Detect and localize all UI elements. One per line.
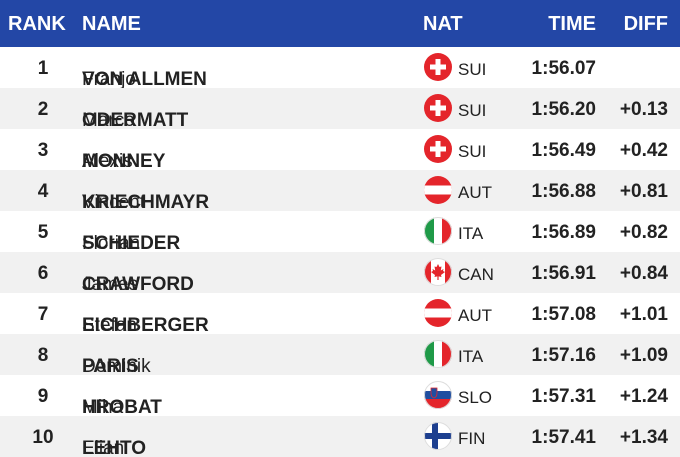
rank: 3 [37,140,49,161]
surname: PARIS [82,356,139,377]
flag [424,381,452,409]
header-cell: NAT [423,13,463,35]
rank: 8 [37,345,49,366]
given-name: Franjo [82,69,136,90]
surname: SCHIEDER [82,233,181,254]
flag [424,94,452,122]
given-name: Marco [82,110,135,131]
surname: CRAWFORD [82,274,194,295]
diff: +0.81 [619,181,668,202]
given-name: Dominik [82,356,151,377]
time: 1:56.07 [531,58,596,79]
time: 1:56.20 [531,99,596,120]
nation: SLO [458,388,493,407]
flag [424,299,452,327]
diff: +1.01 [619,304,668,325]
flag [424,217,452,245]
rank: 10 [32,427,54,448]
row: 2 ODERMATT Marco SUI 1:56.20 +0.13 [0,88,680,131]
nation: SUI [458,60,487,79]
given-name: Alexis [82,151,133,172]
header-cell: NAME [82,13,141,35]
row: 10 LEHTO Elian FIN 1:57.41 +1.34 [0,416,680,457]
rank: 2 [37,99,49,120]
flag [424,258,452,286]
header-cell: DIFF [623,13,668,35]
diff: +1.24 [619,386,668,407]
rank: 6 [37,263,49,284]
nation: ITA [458,224,484,243]
time: 1:56.88 [531,181,596,202]
time: 1:57.08 [531,304,596,325]
surname: MONNEY [82,151,166,172]
header-cell: TIME [548,13,596,35]
given-name: Miha [82,397,124,418]
flag [424,135,452,163]
time: 1:57.16 [531,345,596,366]
rank: 7 [37,304,49,325]
surname: VON ALLMEN [82,69,207,90]
surname: ODERMATT [82,110,189,131]
flag [424,176,452,204]
given-name: Elian [82,438,125,457]
given-name: Vincent [82,192,146,213]
nation: CAN [458,265,494,284]
surname: LEHTO [82,438,147,457]
rank: 4 [37,181,49,202]
diff: +0.42 [619,140,668,161]
rank: 9 [37,386,49,407]
diff: +1.09 [619,345,668,366]
time: 1:57.41 [531,427,596,448]
row: 9 HROBAT Miha SLO 1:57.31 +1.24 [0,375,680,418]
rank: 5 [37,222,49,243]
row: 5 SCHIEDER Florian ITA 1:56.89 +0.82 [0,211,680,254]
header-cell: RANK [8,13,66,35]
rank: 1 [37,58,49,79]
row: 1 VON ALLMEN Franjo SUI 1:56.07 [0,47,680,90]
row: 3 MONNEY Alexis SUI 1:56.49 +0.42 [0,129,680,172]
diff: +0.82 [619,222,668,243]
row: 4 KRIECHMAYR Vincent AUT 1:56.88 +0.81 [0,170,680,213]
flag [424,53,452,81]
surname: HROBAT [82,397,162,418]
nation: AUT [458,306,492,325]
nation: FIN [458,429,486,448]
surname: EICHBERGER [82,315,209,336]
given-name: Florian [82,233,141,254]
row: 6 CRAWFORD James CAN 1:56.91 +0.84 [0,252,680,295]
given-name: James [82,274,138,295]
time: 1:56.89 [531,222,596,243]
diff: +0.13 [619,99,668,120]
nation: SUI [458,142,487,161]
time: 1:56.49 [531,140,596,161]
header-row: RANK NAME NAT TIME DIFF [0,0,680,47]
nation: SUI [458,101,487,120]
diff: +1.34 [619,427,668,448]
given-name: Stefan [82,315,137,336]
flag [424,340,452,368]
nation: ITA [458,347,484,366]
surname: KRIECHMAYR [82,192,210,213]
row: 7 EICHBERGER Stefan AUT 1:57.08 +1.01 [0,293,680,336]
time: 1:57.31 [531,386,596,407]
row: 8 PARIS Dominik ITA 1:57.16 +1.09 [0,334,680,377]
time: 1:56.91 [531,263,596,284]
diff: +0.84 [619,263,668,284]
flag [424,422,452,450]
nation: AUT [458,183,492,202]
